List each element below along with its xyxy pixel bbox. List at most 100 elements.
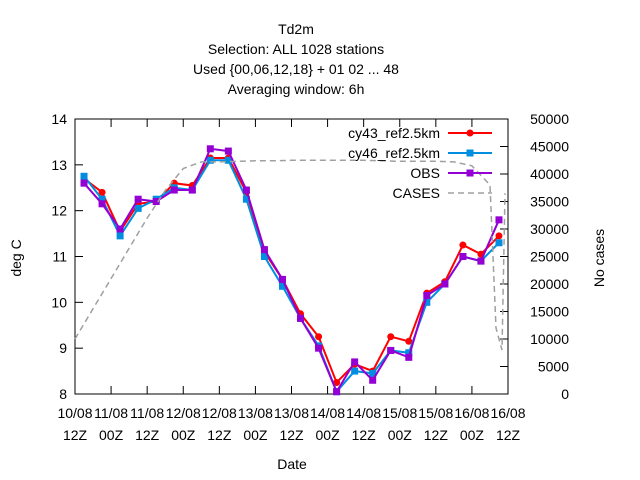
x-tick-label-date: 12/08 <box>166 405 201 421</box>
y2-tick-label: 5000 <box>538 359 569 375</box>
y2-tick-label: 35000 <box>530 194 569 210</box>
data-point-OBS <box>297 314 305 322</box>
legend-label-OBS: OBS <box>410 165 440 181</box>
series-layer <box>74 145 506 396</box>
y2-tick-label: 30000 <box>530 221 569 237</box>
title-line-3: Used {00,06,12,18} + 01 02 ... 48 <box>193 61 399 77</box>
y2-tick-label: 25000 <box>530 249 569 265</box>
x-tick-label-date: 14/08 <box>310 405 345 421</box>
data-point-cy46_ref2.5km <box>116 232 124 240</box>
x-tick-label-hour: 12Z <box>352 427 377 443</box>
y-tick-label: 12 <box>51 203 67 219</box>
data-point-OBS <box>333 388 341 396</box>
data-point-cy46_ref2.5km <box>242 195 250 203</box>
data-point-cy43_ref2.5km <box>98 188 106 196</box>
data-point-cy46_ref2.5km <box>405 349 413 357</box>
data-point-OBS <box>170 186 178 194</box>
legend: cy43_ref2.5km cy46_ref2.5km OBS CASES <box>348 125 492 201</box>
y-axis-left: 8 9 10 11 12 13 14 <box>51 111 83 402</box>
data-point-cy46_ref2.5km <box>80 172 88 180</box>
y-tick-label: 10 <box>51 294 67 310</box>
data-point-cy43_ref2.5km <box>333 379 341 387</box>
y2-tick-label: 15000 <box>530 304 569 320</box>
data-point-cy43_ref2.5km <box>315 333 323 341</box>
y-tick-label: 14 <box>51 111 67 127</box>
x-tick-label-hour: 12Z <box>207 427 232 443</box>
x-tick-label-hour: 12Z <box>135 427 160 443</box>
title-line-1: Td2m <box>278 21 314 37</box>
series-OBS <box>80 145 503 396</box>
data-point-OBS <box>224 147 232 155</box>
data-point-OBS <box>206 145 214 153</box>
data-point-OBS <box>116 225 124 233</box>
data-point-cy46_ref2.5km <box>224 156 232 164</box>
y2-tick-label: 45000 <box>530 139 569 155</box>
data-point-OBS <box>477 257 485 265</box>
data-point-OBS <box>405 353 413 361</box>
y-tick-label: 11 <box>52 249 67 265</box>
data-point-OBS <box>278 275 286 283</box>
x-tick-label-hour: 00Z <box>99 427 124 443</box>
legend-label-cy46_ref2.5km: cy46_ref2.5km <box>348 145 440 161</box>
data-point-OBS <box>423 291 431 299</box>
x-tick-label-hour: 12Z <box>424 427 449 443</box>
data-point-OBS <box>315 344 323 352</box>
data-point-cy46_ref2.5km <box>206 156 214 164</box>
legend-label-CASES: CASES <box>393 185 440 201</box>
y-tick-label: 13 <box>51 157 67 173</box>
legend-marker-cy46_ref2.5km <box>466 149 474 157</box>
y2-tick-label: 0 <box>561 386 569 402</box>
x-tick-label-date: 13/08 <box>274 405 309 421</box>
legend-marker-OBS <box>466 169 474 177</box>
x-tick-label-hour: 00Z <box>243 427 268 443</box>
y-axis-label: deg C <box>8 239 24 276</box>
legend-label-cy43_ref2.5km: cy43_ref2.5km <box>348 125 440 141</box>
y2-axis-label: No cases <box>591 229 607 287</box>
data-point-OBS <box>387 346 395 354</box>
data-point-OBS <box>459 253 467 260</box>
y-tick-label: 9 <box>59 340 67 356</box>
y-axis-right: 0 5000 10000 15000 20000 25000 30000 35000 40000… <box>500 111 569 402</box>
x-tick-label-date: 13/08 <box>238 405 273 421</box>
y2-tick-label: 40000 <box>530 166 569 182</box>
legend-marker-cy43_ref2.5km <box>466 129 474 137</box>
data-point-cy46_ref2.5km <box>278 282 286 290</box>
y2-tick-label: 20000 <box>530 276 569 292</box>
series-CASES <box>74 159 506 351</box>
data-point-OBS <box>80 179 88 187</box>
data-point-OBS <box>260 246 268 254</box>
x-tick-label-hour: 00Z <box>460 427 485 443</box>
data-point-OBS <box>152 198 160 205</box>
data-point-OBS <box>188 186 196 194</box>
x-tick-label-hour: 12Z <box>496 427 521 443</box>
x-tick-label-date: 12/08 <box>202 405 237 421</box>
y-tick-label: 8 <box>59 386 67 402</box>
x-tick-label-date: 15/08 <box>382 405 417 421</box>
data-point-cy43_ref2.5km <box>405 337 413 345</box>
x-tick-label-date: 16/08 <box>490 405 525 421</box>
data-point-OBS <box>351 358 359 366</box>
series-line-CASES <box>74 159 506 351</box>
x-tick-label-date: 16/08 <box>454 405 489 421</box>
data-point-cy46_ref2.5km <box>369 369 377 377</box>
title-line-2: Selection: ALL 1028 stations <box>208 41 384 57</box>
data-point-OBS <box>369 376 377 384</box>
x-tick-label-hour: 00Z <box>316 427 341 443</box>
data-point-OBS <box>98 200 106 208</box>
x-tick-label-hour: 00Z <box>171 427 196 443</box>
data-point-cy43_ref2.5km <box>387 333 395 341</box>
data-point-cy43_ref2.5km <box>459 241 467 249</box>
data-point-cy46_ref2.5km <box>98 195 106 203</box>
x-tick-label-date: 11/08 <box>130 405 164 421</box>
x-axis-label: Date <box>277 456 307 472</box>
x-axis: 10/08 12Z 11/08 00Z 11/08 12Z 12/08 00Z 12/08 12Z… <box>57 119 526 443</box>
data-point-cy46_ref2.5km <box>260 253 268 260</box>
y2-tick-label: 50000 <box>530 111 569 127</box>
title-line-4: Averaging window: 6h <box>228 81 365 97</box>
x-tick-label-date: 15/08 <box>418 405 453 421</box>
y2-tick-label: 10000 <box>530 331 569 347</box>
chart-title: Td2m Selection: ALL 1028 stations Used {… <box>193 21 399 97</box>
x-tick-label-date: 11/08 <box>94 405 128 421</box>
data-point-OBS <box>134 195 142 203</box>
